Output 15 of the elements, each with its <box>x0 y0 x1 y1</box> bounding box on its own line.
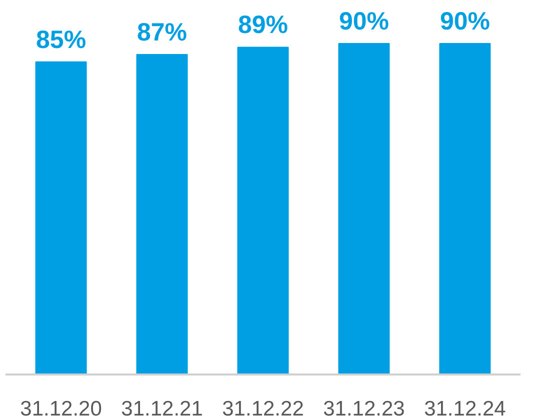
data-label: 85% <box>36 26 86 54</box>
x-tick-label: 31.12.24 <box>424 398 506 418</box>
data-label: 90% <box>338 8 390 36</box>
data-label: 87% <box>137 18 188 47</box>
bar <box>237 46 289 374</box>
x-tick-label: 31.12.20 <box>20 398 102 418</box>
bar <box>35 61 87 374</box>
x-tick-label: 31.12.22 <box>222 398 304 418</box>
bar <box>338 43 390 374</box>
bar <box>439 43 491 374</box>
data-label: 90% <box>440 8 490 36</box>
x-tick-label: 31.12.21 <box>121 398 203 418</box>
bar <box>136 54 188 374</box>
data-label: 89% <box>238 11 288 40</box>
x-tick-label: 31.12.23 <box>323 398 405 418</box>
